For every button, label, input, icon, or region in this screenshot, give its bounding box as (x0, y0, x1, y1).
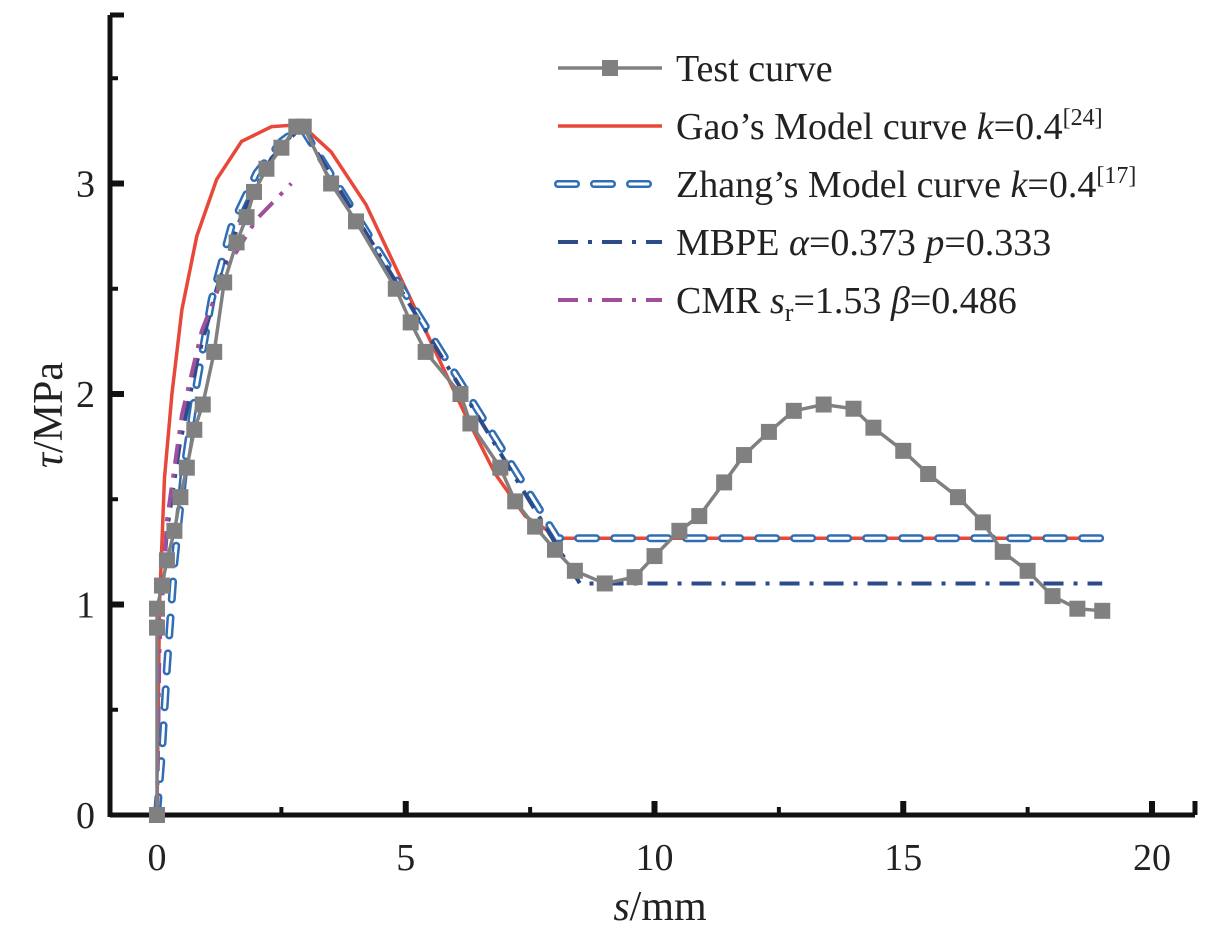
data-point (149, 600, 165, 617)
y-tick-label: 1 (76, 585, 95, 627)
data-point (387, 280, 404, 297)
x-tick-label: 5 (396, 837, 415, 879)
data-point (1069, 600, 1086, 617)
legend-item: Gao’s Model curve k=0.4[24] (558, 105, 1103, 148)
data-point (626, 569, 643, 586)
data-point (1094, 602, 1111, 619)
data-point (273, 139, 290, 156)
data-point (158, 552, 175, 569)
data-point (178, 459, 195, 476)
data-point (716, 474, 733, 491)
legend-label: Gao’s Model curve k=0.4[24] (676, 105, 1103, 148)
data-point (865, 419, 882, 436)
data-point (246, 183, 263, 200)
data-point (1019, 562, 1036, 579)
data-point (323, 175, 340, 192)
data-point (1044, 588, 1061, 605)
y-tick-label: 0 (76, 795, 95, 837)
y-tick-label: 3 (76, 164, 95, 206)
legend-label: Test curve (676, 48, 833, 90)
x-tick-label: 10 (636, 837, 674, 879)
data-point (402, 314, 419, 331)
data-point (974, 514, 991, 531)
data-point (153, 577, 170, 594)
data-point (452, 386, 469, 402)
series-line (155, 124, 1103, 815)
legend-label: MBPE α=0.373 p=0.333 (676, 222, 1051, 264)
data-point (492, 459, 509, 476)
data-point (417, 343, 434, 360)
x-tick-label: 20 (1133, 837, 1171, 879)
data-point (895, 442, 912, 459)
data-point (206, 343, 223, 360)
legend-label: CMR sr=1.53 β=0.486 (676, 280, 1017, 327)
x-tick-label: 0 (148, 837, 167, 879)
data-point (194, 396, 211, 413)
x-tick-label: 15 (884, 837, 922, 879)
data-point (994, 543, 1011, 560)
data-point (566, 562, 583, 579)
data-point (295, 118, 312, 135)
legend-item: Test curve (558, 48, 833, 90)
data-point (596, 575, 613, 592)
data-point (186, 421, 203, 438)
data-point (920, 465, 937, 482)
data-point (149, 619, 165, 636)
legend-item: MBPE α=0.373 p=0.333 (558, 222, 1051, 264)
legend-item: CMR sr=1.53 β=0.486 (558, 280, 1017, 327)
data-point (166, 522, 183, 539)
data-point (348, 213, 364, 230)
data-point (815, 396, 832, 413)
data-point (785, 402, 802, 419)
data-point (238, 209, 255, 226)
data-point (547, 541, 563, 558)
data-point (228, 234, 245, 251)
data-point (149, 807, 165, 823)
legend-item: Zhang’s Model curve k=0.4[17] (554, 163, 1136, 206)
legend-marker (602, 60, 618, 76)
data-point (646, 548, 663, 565)
y-axis-label: τ/MPa (26, 362, 72, 468)
data-point (216, 274, 233, 291)
data-point (691, 508, 708, 525)
data-point (258, 160, 275, 177)
data-point (172, 489, 189, 506)
x-axis-label: s/mm (613, 884, 707, 930)
series-0 (149, 118, 1111, 823)
legend-label: Zhang’s Model curve k=0.4[17] (676, 163, 1136, 206)
data-point (527, 518, 544, 535)
y-tick-label: 2 (76, 374, 95, 416)
data-point (507, 493, 524, 510)
data-point (671, 522, 688, 539)
data-point (462, 415, 479, 432)
data-point (949, 489, 966, 506)
data-point (736, 447, 753, 464)
data-point (760, 423, 777, 440)
data-point (845, 400, 862, 417)
